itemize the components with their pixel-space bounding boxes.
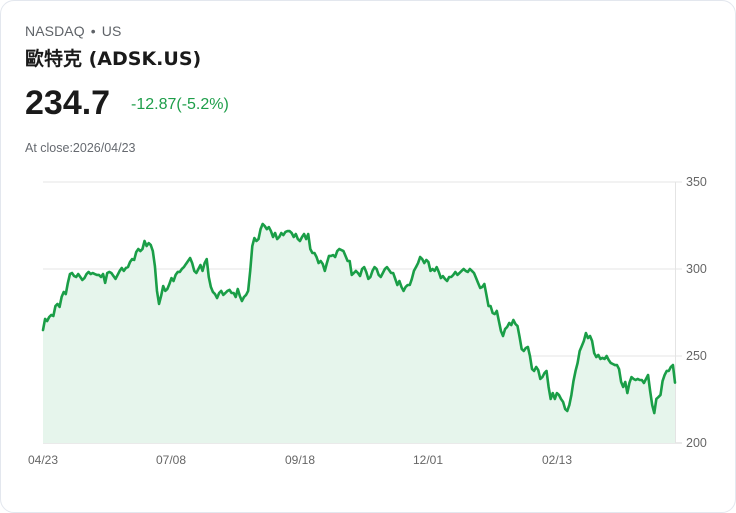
current-price: 234.7 [25, 84, 111, 122]
market-name: US [101, 23, 122, 39]
exchange-name: NASDAQ [25, 23, 85, 39]
price-area-fill [43, 223, 675, 443]
price-line [41, 222, 677, 415]
exchange-info: NASDAQ • US [25, 23, 121, 39]
y-tick-label: 300 [686, 262, 707, 276]
x-tick-label: 02/13 [541, 453, 573, 467]
y-tick-label: 350 [686, 175, 707, 189]
y-tick-label: 250 [686, 349, 707, 363]
price-change: -12.87(-5.2%) [131, 96, 229, 113]
close-date: At close:2026/04/23 [25, 141, 136, 155]
x-tick-label: 04/23 [27, 453, 59, 467]
x-tick-label: 09/18 [284, 453, 316, 467]
x-tick-label: 12/01 [412, 453, 444, 467]
x-tick-label: 07/08 [155, 453, 187, 467]
stock-title: 歐特克 (ADSK.US) [25, 48, 202, 70]
separator-dot: • [90, 23, 96, 39]
y-tick-label: 200 [686, 436, 707, 450]
